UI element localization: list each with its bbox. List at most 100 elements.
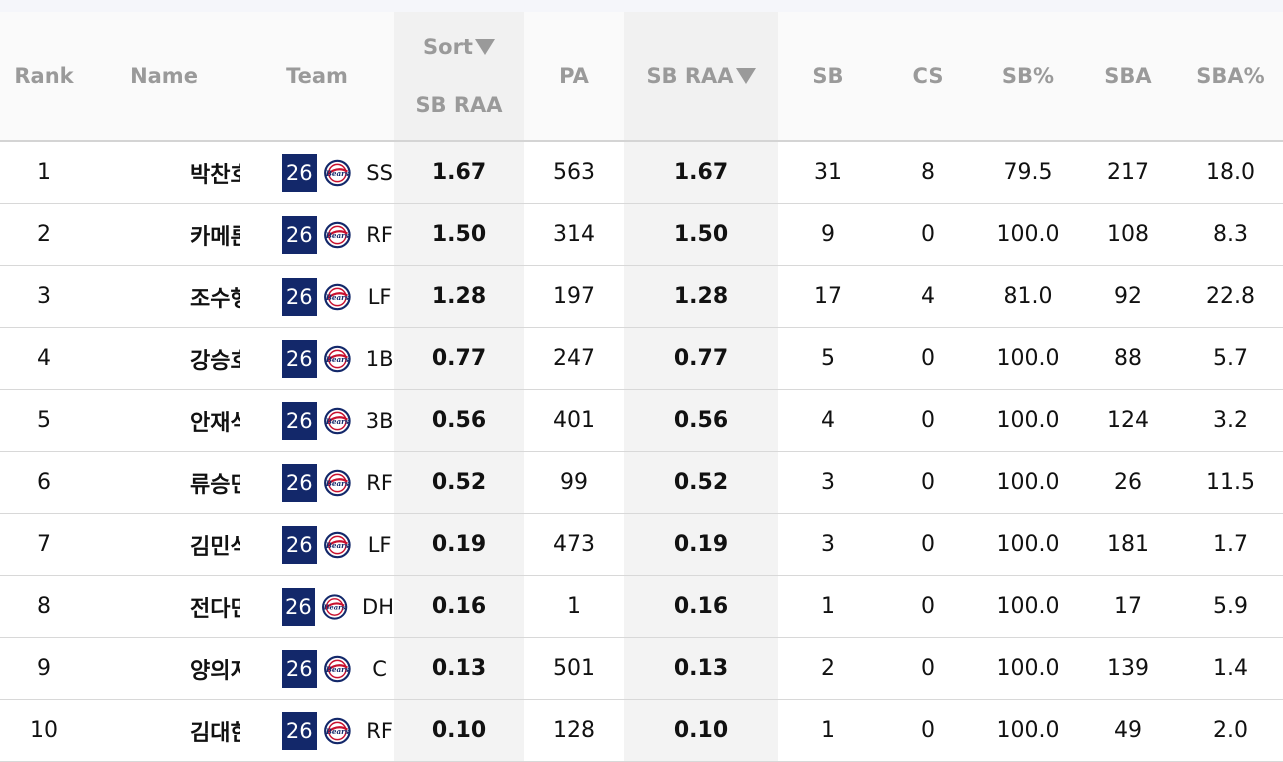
- bears-logo-icon: Bears: [323, 469, 351, 496]
- cs-cell: 0: [878, 637, 978, 700]
- pa-cell: 197: [524, 265, 624, 328]
- bears-logo-icon: Bears: [323, 531, 351, 558]
- cs-cell: 0: [878, 203, 978, 266]
- svg-text:Bears: Bears: [324, 230, 348, 239]
- sort-value-cell: 0.77: [394, 327, 524, 390]
- col-header-name[interactable]: Name: [88, 12, 240, 142]
- position: 1B: [365, 346, 394, 371]
- team-badge: 26: [282, 463, 317, 502]
- col-header-cs[interactable]: CS: [878, 12, 978, 142]
- table-row[interactable]: 2 카메론 26 Bears RF 1.50 314 1.50 9 0 100.…: [0, 203, 1283, 266]
- position: DH: [362, 594, 394, 619]
- position: RF: [366, 470, 393, 495]
- table-row[interactable]: 3 조수행 26 Bears LF 1.28 197 1.28 17 4 81.…: [0, 265, 1283, 328]
- sba-pct-cell: 5.9: [1178, 575, 1283, 638]
- table-row[interactable]: 4 강승호 26 Bears 1B 0.77 247 0.77 5 0 100.…: [0, 327, 1283, 390]
- table-row[interactable]: 9 양의지 26 Bears C 0.13 501 0.13 2 0 100.0…: [0, 637, 1283, 700]
- rank-cell: 2: [0, 203, 88, 266]
- sb-pct-cell: 100.0: [978, 575, 1078, 638]
- pa-cell: 99: [524, 451, 624, 514]
- sb-raa-cell: 0.13: [624, 637, 778, 700]
- sb-raa-cell: 1.67: [624, 141, 778, 204]
- col-header-rank-label: Rank: [14, 64, 74, 88]
- col-header-sba[interactable]: SBA: [1078, 12, 1178, 142]
- rank-cell: 5: [0, 389, 88, 452]
- cs-cell: 8: [878, 141, 978, 204]
- bears-logo-icon: Bears: [321, 593, 348, 620]
- player-name[interactable]: 양의지: [88, 637, 251, 700]
- sb-raa-cell: 1.50: [624, 203, 778, 266]
- col-header-name-label: Name: [130, 64, 198, 88]
- sba-cell: 26: [1078, 451, 1178, 514]
- player-name[interactable]: 전다민: [88, 575, 251, 638]
- sb-cell: 5: [778, 327, 878, 390]
- player-name[interactable]: 류승민: [88, 451, 251, 514]
- col-header-sort[interactable]: Sort SB RAA: [394, 12, 524, 142]
- pa-cell: 401: [524, 389, 624, 452]
- sba-pct-cell: 2.0: [1178, 699, 1283, 762]
- col-header-sb[interactable]: SB: [778, 12, 878, 142]
- col-header-rank[interactable]: Rank: [0, 12, 88, 142]
- rank-cell: 3: [0, 265, 88, 328]
- sb-raa-cell: 0.56: [624, 389, 778, 452]
- team-badge: 26: [282, 401, 317, 440]
- col-header-team-label: Team: [286, 64, 348, 88]
- team-badge: 26: [282, 525, 317, 564]
- rank-cell: 4: [0, 327, 88, 390]
- player-name[interactable]: 김대한: [88, 699, 251, 762]
- player-name[interactable]: 조수행: [88, 265, 251, 328]
- position: 3B: [365, 408, 394, 433]
- sba-pct-cell: 1.4: [1178, 637, 1283, 700]
- col-header-sb-pct-label: SB%: [1001, 64, 1055, 88]
- sb-raa-cell: 0.10: [624, 699, 778, 762]
- sb-raa-cell: 0.16: [624, 575, 778, 638]
- header-row: Rank Name Team Sort SB RAA PA SB RAA SB …: [0, 12, 1283, 142]
- pa-cell: 314: [524, 203, 624, 266]
- sort-value-cell: 1.28: [394, 265, 524, 328]
- sb-cell: 9: [778, 203, 878, 266]
- table-row[interactable]: 6 류승민 26 Bears RF 0.52 99 0.52 3 0 100.0…: [0, 451, 1283, 514]
- sba-cell: 181: [1078, 513, 1178, 576]
- col-header-team[interactable]: Team: [240, 12, 394, 142]
- col-header-sba-label: SBA: [1104, 64, 1152, 88]
- leaderboard-table: Rank Name Team Sort SB RAA PA SB RAA SB …: [0, 12, 1283, 762]
- sba-pct-cell: 22.8: [1178, 265, 1283, 328]
- cs-cell: 0: [878, 699, 978, 762]
- player-name[interactable]: 박찬호: [88, 141, 251, 204]
- bears-logo-icon: Bears: [323, 407, 351, 434]
- sort-label: Sort: [423, 35, 473, 59]
- sba-pct-cell: 11.5: [1178, 451, 1283, 514]
- table-row[interactable]: 5 안재석 26 Bears 3B 0.56 401 0.56 4 0 100.…: [0, 389, 1283, 452]
- player-name[interactable]: 안재석: [88, 389, 251, 452]
- col-header-sb-raa[interactable]: SB RAA: [624, 12, 778, 142]
- team-badge: 26: [282, 277, 317, 316]
- sba-cell: 17: [1078, 575, 1178, 638]
- team-cell: 26 Bears 3B: [240, 389, 394, 452]
- table-row[interactable]: 7 김민석 26 Bears LF 0.19 473 0.19 3 0 100.…: [0, 513, 1283, 576]
- col-header-pa[interactable]: PA: [524, 12, 624, 142]
- sb-pct-cell: 79.5: [978, 141, 1078, 204]
- rank-cell: 9: [0, 637, 88, 700]
- player-name[interactable]: 카메론: [88, 203, 251, 266]
- sba-cell: 49: [1078, 699, 1178, 762]
- table-row[interactable]: 10 김대한 26 Bears RF 0.10 128 0.10 1 0 100…: [0, 699, 1283, 762]
- cs-cell: 4: [878, 265, 978, 328]
- position: LF: [367, 284, 392, 309]
- position: SS: [366, 160, 393, 185]
- col-header-sba-pct[interactable]: SBA%: [1178, 12, 1283, 142]
- player-name[interactable]: 강승호: [88, 327, 251, 390]
- table-row[interactable]: 8 전다민 26 Bears DH 0.16 1 0.16 1 0 100.0 …: [0, 575, 1283, 638]
- team-cell: 26 Bears LF: [240, 513, 394, 576]
- sort-control[interactable]: Sort: [394, 35, 524, 59]
- table-row[interactable]: 1 박찬호 26 Bears SS 1.67 563 1.67 31 8 79.…: [0, 141, 1283, 204]
- rank-cell: 8: [0, 575, 88, 638]
- sba-cell: 92: [1078, 265, 1178, 328]
- team-badge: 26: [282, 711, 317, 750]
- sb-pct-cell: 100.0: [978, 389, 1078, 452]
- player-name[interactable]: 김민석: [88, 513, 251, 576]
- svg-text:Bears: Bears: [324, 292, 348, 301]
- pa-cell: 247: [524, 327, 624, 390]
- position: RF: [366, 222, 393, 247]
- bears-logo-icon: Bears: [323, 159, 351, 186]
- col-header-sb-pct[interactable]: SB%: [978, 12, 1078, 142]
